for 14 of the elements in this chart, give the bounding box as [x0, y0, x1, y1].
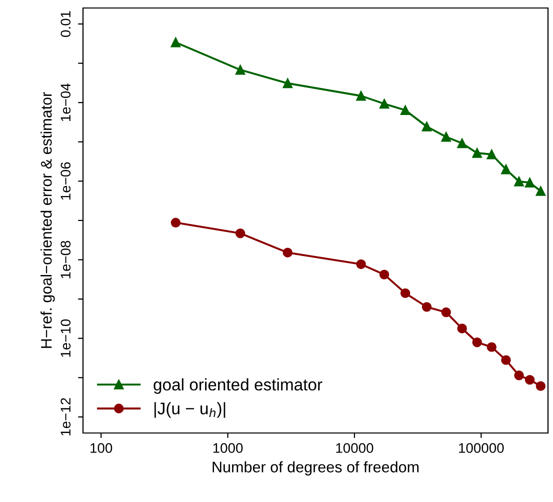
- x-tick-label: 10000: [336, 443, 374, 453]
- x-axis-title: Number of degrees of freedom: [212, 461, 419, 476]
- y-axis-title: H−ref. goal−oriented error & estimator: [40, 92, 55, 348]
- y-tick-label: 1e−12: [60, 398, 71, 436]
- y-tick-label: 1e−04: [60, 83, 71, 122]
- x-tick-label: 100000: [459, 443, 504, 453]
- y-tick-label: 1e−06: [60, 162, 71, 200]
- legend-label: |J(u − u$_{h}$)|: [154, 402, 226, 418]
- y-tick-label: 0.01: [60, 11, 71, 37]
- y-tick-label: 1e−10: [60, 319, 71, 357]
- x-tick-label: 1000: [213, 443, 243, 453]
- legend-label: goal oriented estimator: [154, 378, 322, 394]
- y-tick-label: 1e−08: [60, 240, 71, 278]
- x-tick-label: 100: [90, 443, 112, 453]
